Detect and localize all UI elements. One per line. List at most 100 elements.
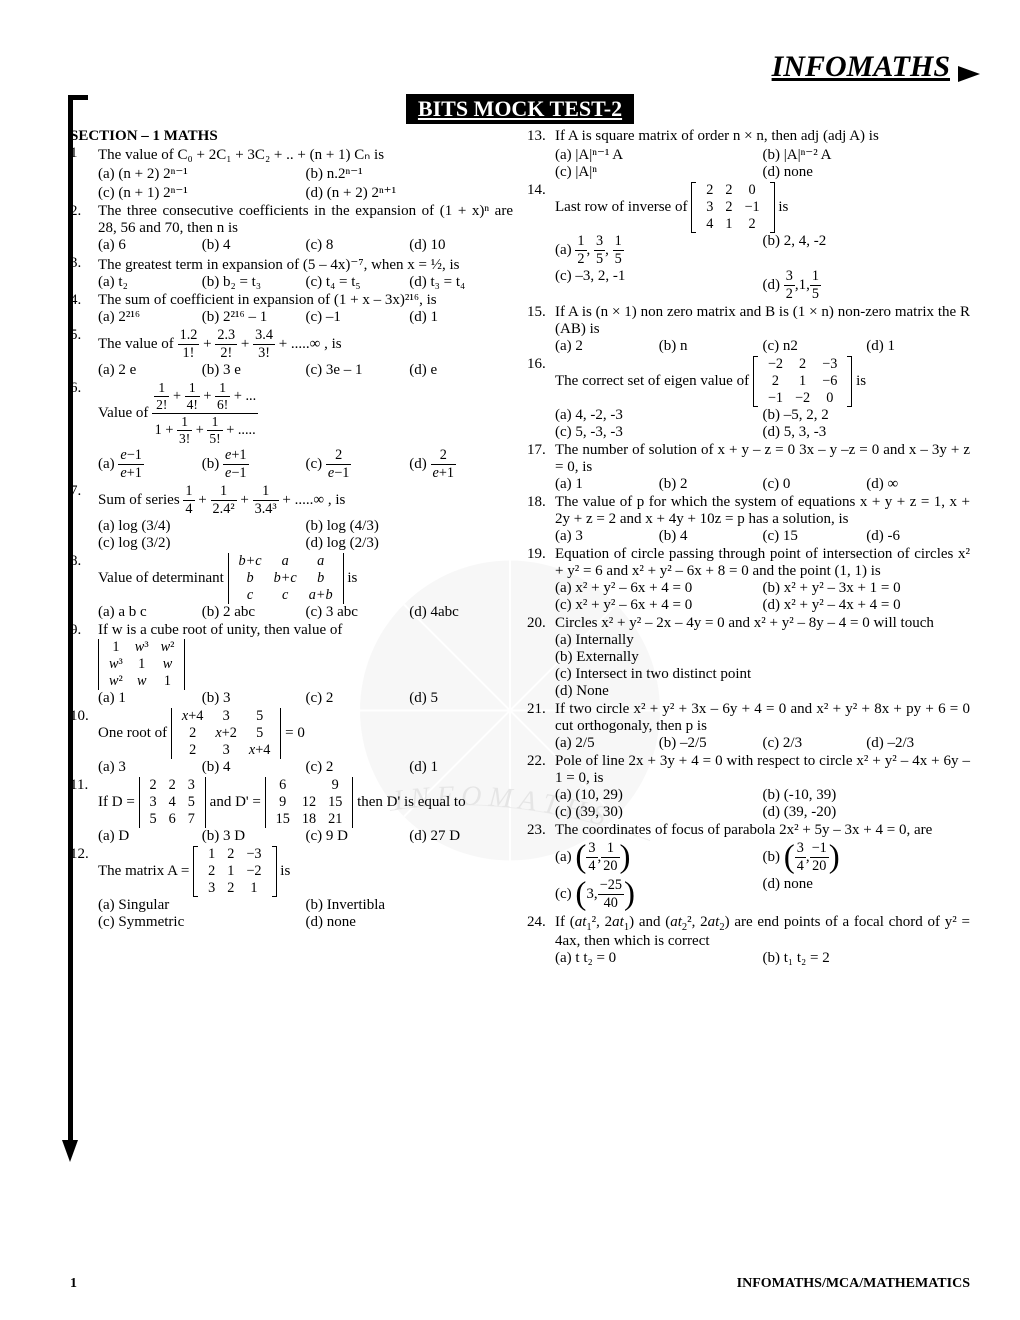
option: (a) t t₂ = 0	[555, 950, 763, 967]
question-text: The greatest term in expansion of (5 – 4…	[98, 255, 513, 274]
question: 12.The matrix A = 12−321−2321 is(a) Sing…	[70, 846, 513, 931]
question-text: The three consecutive coefficients in th…	[98, 203, 513, 237]
option: (b) |A|ⁿ⁻² A	[763, 145, 971, 164]
question: 5.The value of 1.21! + 2.32! + 3.43! + .…	[70, 327, 513, 379]
option: (c) (39, 30)	[555, 804, 763, 821]
question-body: The three consecutive coefficients in th…	[98, 203, 513, 254]
option: (c) 3, −2540	[555, 876, 763, 913]
question-text: The matrix A = 12−321−2321 is	[98, 846, 513, 897]
question-text: If A is (n × 1) non zero matrix and B is…	[555, 304, 970, 338]
question-options: (a) 3(b) 4(c) 2(d) 1	[98, 759, 513, 776]
option: (d) 4abc	[409, 604, 513, 621]
option: (b) 3 e	[202, 362, 306, 379]
option: (b) (-10, 39)	[763, 787, 971, 804]
option: (b) t₁ t₂ = 2	[763, 950, 971, 967]
option: (d) 1	[409, 759, 513, 776]
option: (d) 5	[409, 690, 513, 707]
option: (c) –1	[306, 309, 410, 326]
option: (a) 1	[98, 690, 202, 707]
option: (a) Singular	[98, 897, 306, 914]
question-number: 20.	[527, 615, 555, 700]
option: (a) (n + 2) 2ⁿ⁻¹	[98, 164, 306, 183]
option: (d) none	[763, 164, 971, 181]
question: 10.One root of x+4352x+2523x+4 = 0(a) 3(…	[70, 708, 513, 776]
question-text: The number of solution of x + y – z = 0 …	[555, 442, 970, 476]
option: (c) |A|ⁿ	[555, 164, 763, 181]
option: (b) 34, −120	[763, 839, 971, 876]
option: (b) 2²¹⁶ – 1	[202, 309, 306, 326]
option: (d) 27 D	[409, 828, 513, 845]
question-number: 14.	[527, 182, 555, 303]
question-number: 15.	[527, 304, 555, 355]
question: 19.Equation of circle passing through po…	[527, 546, 970, 614]
option: (d) ∞	[866, 476, 970, 493]
option: (c) x² + y² – 6x + 4 = 0	[555, 597, 763, 614]
question-options: (a) 2 e(b) 3 e(c) 3e – 1(d) e	[98, 362, 513, 379]
question-text: If (at1², 2at1) and (at2², 2at2) are end…	[555, 914, 970, 950]
option: (b) 2 abc	[202, 604, 306, 621]
question: 15.If A is (n × 1) non zero matrix and B…	[527, 304, 970, 355]
question-number: 16.	[527, 356, 555, 441]
question-body: The correct set of eigen value of −22−32…	[555, 356, 970, 441]
question: 7.Sum of series 14 + 12.4² + 13.4³ + ...…	[70, 483, 513, 552]
column-right: 13.If A is square matrix of order n × n,…	[527, 128, 970, 968]
corner-border	[68, 95, 88, 1145]
option: (b) 2	[659, 476, 763, 493]
option: (b) log (4/3)	[306, 518, 514, 535]
option: (b) 3	[202, 690, 306, 707]
option: (a) (10, 29)	[555, 787, 763, 804]
option: (a) 3	[555, 528, 659, 545]
option: (b) e+1e−1	[202, 447, 306, 482]
question-options: (a) e−1e+1(b) e+1e−1(c) 2e−1(d) 2e+1	[98, 447, 513, 482]
brand-text: INFOMATHS	[772, 50, 950, 83]
question: 9.If w is a cube root of unity, then val…	[70, 622, 513, 707]
option: (c) 2	[306, 690, 410, 707]
question: 4.The sum of coefficient in expansion of…	[70, 292, 513, 326]
question-body: One root of x+4352x+2523x+4 = 0(a) 3(b) …	[98, 708, 513, 776]
option: (a) x² + y² – 6x + 4 = 0	[555, 580, 763, 597]
question-text: Circles x² + y² – 2x – 4y = 0 and x² + y…	[555, 615, 970, 632]
brand-header: INFOMATHS	[70, 50, 970, 84]
question-options: (a) 12, 35, 15(b) 2, 4, -2(c) –3, 2, -1(…	[555, 233, 970, 303]
question-text: Last row of inverse of 22032−1412 is	[555, 182, 970, 233]
question: 21.If two circle x² + y² + 3x – 6y + 4 =…	[527, 701, 970, 752]
option: (c) 15	[763, 528, 867, 545]
option: (c) 3 abc	[306, 604, 410, 621]
question-body: The value of C₀ + 2C₁ + 3C₂ + .. + (n + …	[98, 145, 513, 202]
question-body: Equation of circle passing through point…	[555, 546, 970, 614]
question-options: (a) 2(b) n(c) n2(d) 1	[555, 338, 970, 355]
option: (a) 2	[555, 338, 659, 355]
question-options: (a) t t₂ = 0(b) t₁ t₂ = 2	[555, 950, 970, 967]
option: (d) 1	[409, 309, 513, 326]
question-body: Sum of series 14 + 12.4² + 13.4³ + .....…	[98, 483, 513, 552]
option: (c) Symmetric	[98, 914, 306, 931]
option: (a) 2 e	[98, 362, 202, 379]
footer-page: 1	[70, 1276, 77, 1292]
option: (a) |A|ⁿ⁻¹ A	[555, 145, 763, 164]
question: 13.If A is square matrix of order n × n,…	[527, 128, 970, 181]
option: (a) 3	[98, 759, 202, 776]
question-body: Circles x² + y² – 2x – 4y = 0 and x² + y…	[555, 615, 970, 700]
option: (d) 32,1,15	[763, 268, 971, 303]
option: (a) log (3/4)	[98, 518, 306, 535]
option: (d) (n + 2) 2ⁿ⁺¹	[306, 183, 514, 202]
question-body: If w is a cube root of unity, then value…	[98, 622, 513, 707]
option: (a) a b c	[98, 604, 202, 621]
option: (d) 10	[409, 237, 513, 254]
question-options: (a) 3(b) 4(c) 15(d) -6	[555, 528, 970, 545]
question-options: (a) 34, 120(b) 34, −120(c) 3, −2540(d) n…	[555, 839, 970, 913]
question-options: (a) 4, -2, -3(b) –5, 2, 2(c) 5, -3, -3(d…	[555, 407, 970, 441]
option: (b) –5, 2, 2	[763, 407, 971, 424]
option: (a) e−1e+1	[98, 447, 202, 482]
question-text: Sum of series 14 + 12.4² + 13.4³ + .....…	[98, 483, 513, 518]
question: 8.Value of determinant b+caabb+cbcca+b i…	[70, 553, 513, 621]
question-text: If A is square matrix of order n × n, th…	[555, 128, 970, 145]
question-options: (a) (10, 29)(b) (-10, 39)(c) (39, 30)(d)…	[555, 787, 970, 821]
option: (a) D	[98, 828, 202, 845]
page-footer: 1 INFOMATHS/MCA/MATHEMATICS	[70, 1276, 970, 1292]
option: (c) (n + 1) 2ⁿ⁻¹	[98, 183, 306, 202]
option: (c) log (3/2)	[98, 535, 306, 552]
option: (c) t₄ = t₅	[306, 274, 410, 291]
question-body: The coordinates of focus of parabola 2x²…	[555, 822, 970, 913]
option: (a) 12, 35, 15	[555, 233, 763, 268]
